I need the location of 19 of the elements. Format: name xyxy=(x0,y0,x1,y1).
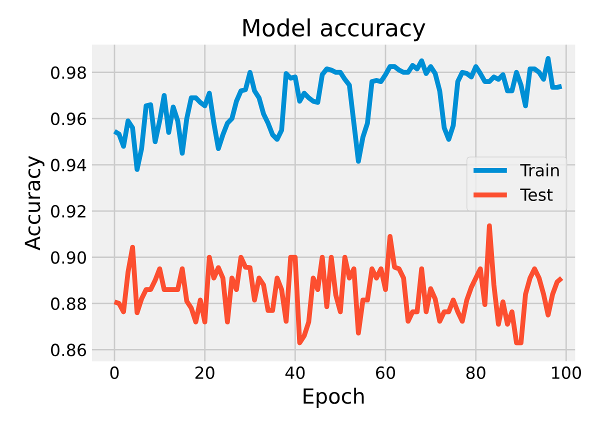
legend-label: Test xyxy=(520,188,553,202)
legend-label: Train xyxy=(520,164,559,177)
y-tick-label: 0.94 xyxy=(51,158,86,172)
chart-title: Model accuracy xyxy=(243,18,426,42)
x-tick-label: 60 xyxy=(376,366,396,380)
y-tick-label: 0.88 xyxy=(51,297,86,310)
y-tick-label: 0.98 xyxy=(51,66,86,79)
x-tick-label: 40 xyxy=(285,366,305,380)
x-tick-label: 20 xyxy=(195,366,214,380)
y-axis-title: Accuracy xyxy=(24,156,44,250)
y-tick-label: 0.96 xyxy=(51,112,86,126)
x-tick-label: 0 xyxy=(110,366,119,380)
x-tick-label: 80 xyxy=(466,366,486,380)
x-axis-title: Epoch xyxy=(304,388,364,408)
y-tick-label: 0.92 xyxy=(51,204,86,218)
y-tick-label: 0.86 xyxy=(51,344,86,356)
x-tick-label: 100 xyxy=(552,366,581,380)
y-tick-label: 0.90 xyxy=(51,251,86,264)
line-series xyxy=(112,223,564,346)
